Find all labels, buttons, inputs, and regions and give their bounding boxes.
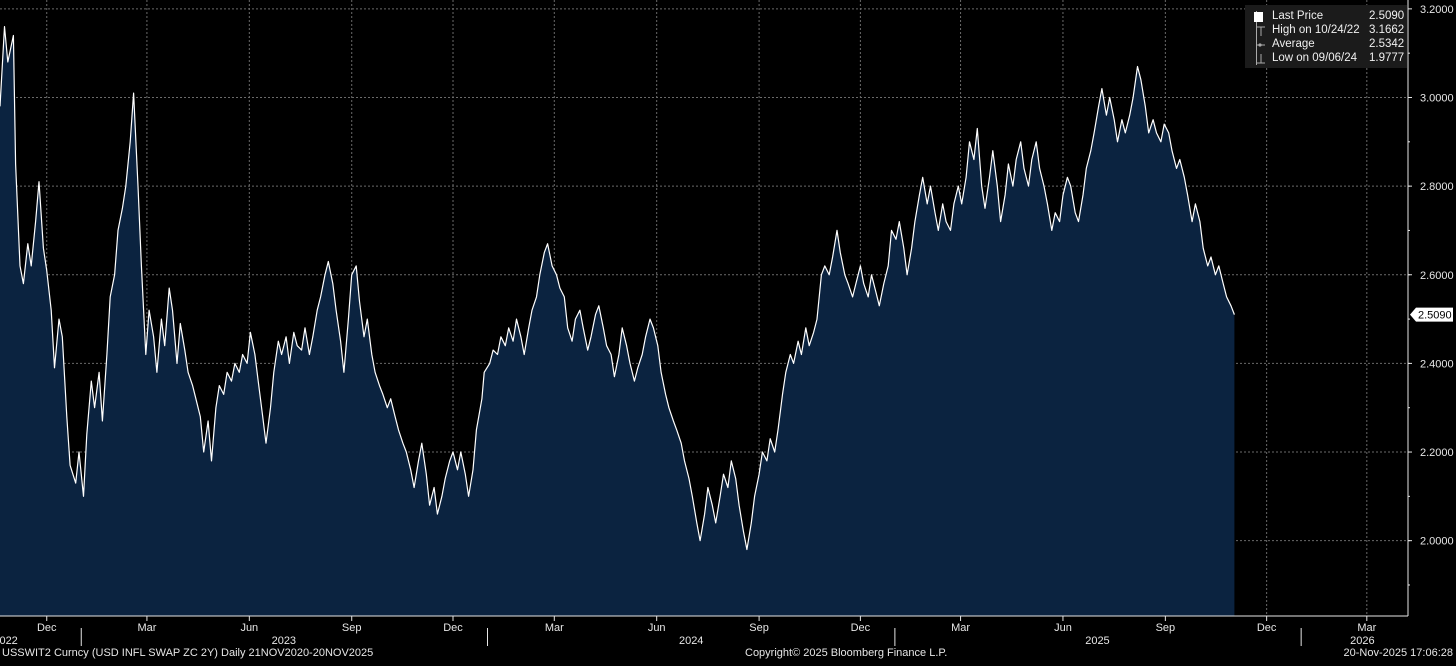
x-tick-label: Dec — [851, 622, 871, 634]
footer-timestamp: 20-Nov-2025 17:06:28 — [1343, 647, 1453, 659]
filled-square-icon — [1251, 11, 1264, 23]
y-tick-label: 3.2000 — [1420, 4, 1454, 16]
x-tick-label: Mar — [1357, 622, 1376, 634]
x-tick-label: Mar — [951, 622, 970, 634]
x-tick-label: Dec — [37, 622, 57, 634]
area-fill — [0, 26, 1235, 617]
y-tick-label: 2.8000 — [1420, 181, 1454, 193]
low-marker-icon — [1251, 53, 1265, 65]
legend-item-average: Average 2.5342 — [1245, 38, 1407, 52]
legend-item-high: High on 10/24/22 3.1662 — [1245, 24, 1407, 38]
legend-item-last-price: Last Price 2.5090 — [1245, 10, 1407, 24]
y-tick-label: 2.2000 — [1420, 447, 1454, 459]
footer-copyright: Copyright© 2025 Bloomberg Finance L.P. — [745, 647, 948, 659]
x-year-label: 2022 — [0, 635, 18, 647]
legend-value: 2.5342 — [1369, 38, 1405, 50]
x-tick-label: Dec — [1257, 622, 1277, 634]
x-tick-label: Mar — [137, 622, 156, 634]
average-marker-icon — [1251, 39, 1265, 51]
x-tick-label: Jun — [240, 622, 258, 634]
x-year-label: 2025 — [1085, 635, 1109, 647]
last-price-tag-bg — [1410, 307, 1453, 322]
x-tick-label: Sep — [1156, 622, 1176, 634]
axes — [0, 0, 1412, 646]
legend-item-low: Low on 09/06/24 1.9777 — [1245, 52, 1407, 66]
x-tick-label: Sep — [342, 622, 362, 634]
legend: Last Price 2.5090 High on 10/24/22 3.166… — [1245, 5, 1407, 68]
area-series — [0, 26, 1235, 617]
tick-labels: 2.0000 2.2000 2.4000 2.6000 2.8000 3.0000 3.20… — [0, 4, 1454, 647]
legend-tree-line — [1256, 11, 1257, 65]
x-tick-label: Sep — [749, 622, 769, 634]
legend-value: 3.1662 — [1369, 24, 1405, 36]
legend-value: 2.5090 — [1369, 10, 1405, 22]
x-tick-label: Jun — [648, 622, 666, 634]
price-line — [0, 26, 1235, 551]
y-tick-label: 3.0000 — [1420, 92, 1454, 104]
x-tick-label: Dec — [443, 622, 463, 634]
x-year-label: 2026 — [1350, 635, 1374, 647]
legend-label: Low on 09/06/24 — [1272, 52, 1358, 64]
y-tick-label: 2.6000 — [1420, 270, 1454, 282]
footer: USSWIT2 Curncy (USD INFL SWAP ZC 2Y) Dai… — [0, 646, 1456, 661]
last-price-tag: 2.5090 — [1410, 307, 1453, 322]
legend-value: 1.9777 — [1369, 52, 1405, 64]
x-year-label: 2024 — [679, 635, 703, 647]
y-tick-label: 2.0000 — [1420, 536, 1454, 548]
legend-label: Last Price — [1272, 10, 1324, 22]
x-year-label: 2023 — [272, 635, 296, 647]
high-marker-icon — [1251, 25, 1265, 37]
y-tick-label: 2.4000 — [1420, 358, 1454, 370]
last-price-tag-label: 2.5090 — [1418, 310, 1452, 322]
x-tick-label: Jun — [1054, 622, 1072, 634]
legend-label: Average — [1272, 38, 1315, 50]
x-tick-label: Mar — [545, 622, 564, 634]
footer-ticker: USSWIT2 Curncy (USD INFL SWAP ZC 2Y) Dai… — [2, 647, 374, 659]
legend-label: High on 10/24/22 — [1272, 24, 1360, 36]
